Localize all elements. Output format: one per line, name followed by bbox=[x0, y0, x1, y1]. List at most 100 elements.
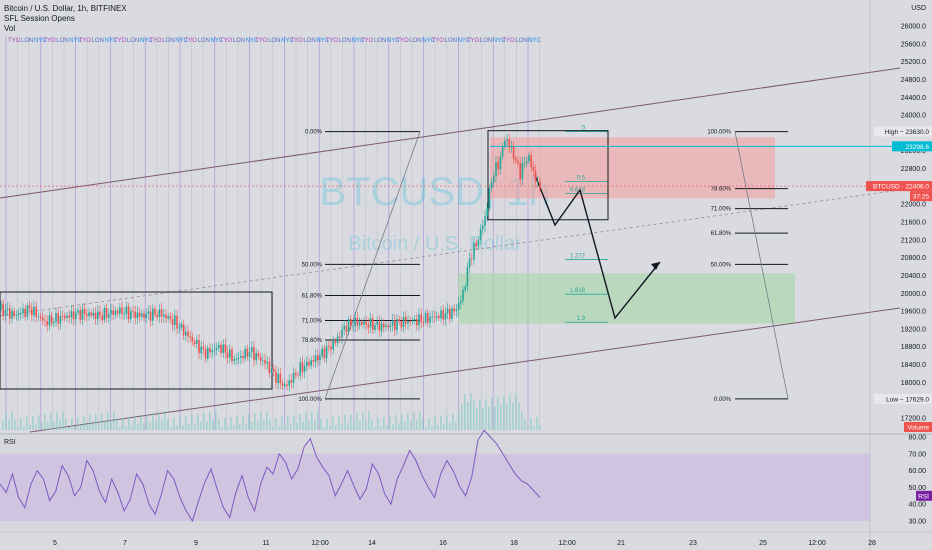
fib-ext-label: 1.618 bbox=[570, 288, 586, 294]
volume-bar bbox=[317, 411, 319, 430]
session-label: TYO bbox=[502, 38, 515, 44]
price-candle bbox=[141, 313, 143, 317]
volume-bar bbox=[44, 414, 46, 430]
price-candle bbox=[506, 139, 508, 142]
price-candle bbox=[523, 162, 526, 164]
price-candle bbox=[341, 329, 343, 338]
price-candle bbox=[92, 312, 95, 316]
volume-bar bbox=[185, 416, 187, 430]
price-candle bbox=[163, 314, 165, 317]
volume-bar bbox=[356, 413, 358, 430]
channel-upper-line[interactable] bbox=[0, 67, 901, 199]
price-candle bbox=[77, 310, 79, 313]
volume-bar bbox=[5, 412, 7, 430]
countdown-label-bg bbox=[910, 191, 932, 202]
price-candle bbox=[383, 323, 385, 328]
price-candle bbox=[268, 361, 271, 374]
price-candle bbox=[198, 339, 200, 354]
channel-mid-line[interactable] bbox=[0, 189, 901, 317]
session-label: TYO bbox=[326, 38, 339, 44]
currency-label: USD bbox=[911, 5, 926, 12]
demand-zone[interactable] bbox=[458, 273, 795, 324]
volume-bar bbox=[407, 413, 409, 430]
volume-bar bbox=[29, 425, 31, 430]
price-candle bbox=[246, 348, 249, 357]
price-axis-tick: 19600.0 bbox=[901, 309, 926, 316]
channel-lower-line[interactable] bbox=[29, 307, 901, 433]
volume-bar bbox=[482, 408, 484, 430]
low-label-bg bbox=[874, 393, 932, 404]
indicator-session-opens[interactable]: SFL Session Opens bbox=[4, 14, 75, 23]
volume-bar bbox=[392, 424, 394, 430]
volume-bar bbox=[524, 419, 526, 430]
supply-zone[interactable] bbox=[490, 137, 775, 199]
price-candle bbox=[75, 312, 77, 320]
volume-bar bbox=[35, 424, 37, 430]
indicator-volume[interactable]: Vol bbox=[4, 24, 16, 33]
price-candle bbox=[352, 325, 354, 327]
range-box[interactable] bbox=[0, 291, 273, 390]
projection-path[interactable] bbox=[534, 174, 661, 320]
volume-bar bbox=[341, 424, 343, 430]
fib-left-label: 61.80% bbox=[302, 294, 323, 300]
price-candle bbox=[416, 319, 418, 326]
top-range-box[interactable] bbox=[487, 130, 609, 221]
price-candle bbox=[288, 380, 290, 386]
volume-bar bbox=[200, 422, 202, 430]
volume-bar bbox=[2, 421, 4, 430]
session-label: NYC bbox=[352, 38, 365, 44]
high-label[interactable]: High − 23630.0 bbox=[885, 129, 930, 136]
price-candle bbox=[462, 289, 464, 301]
volume-bar bbox=[239, 424, 241, 430]
volume-bar bbox=[389, 416, 391, 430]
volume-bar bbox=[149, 422, 151, 430]
volume-bar bbox=[113, 411, 115, 430]
price-candle bbox=[308, 361, 310, 366]
volume-bar bbox=[101, 413, 103, 430]
price-axis-tick: 25200.0 bbox=[901, 59, 926, 66]
volume-bar bbox=[464, 394, 466, 430]
session-label: LON bbox=[21, 38, 33, 44]
volume-label[interactable]: Volume bbox=[907, 425, 929, 432]
price-candle bbox=[411, 320, 414, 322]
volume-bar bbox=[422, 419, 424, 430]
price-candle bbox=[259, 356, 262, 361]
session-label: TYO bbox=[255, 38, 268, 44]
last-price-label[interactable]: BTCUSD · 22406.0 bbox=[873, 184, 929, 191]
price-candle bbox=[530, 155, 532, 168]
price-candle bbox=[284, 384, 286, 386]
volume-bar bbox=[152, 413, 154, 430]
volume-bar bbox=[296, 423, 298, 430]
rsi-value-label-bg bbox=[916, 490, 932, 501]
price-candle bbox=[237, 358, 240, 359]
volume-bar bbox=[155, 421, 157, 430]
price-candle bbox=[358, 321, 361, 326]
alert-price-label[interactable]: 23298.6 bbox=[906, 144, 930, 151]
price-candle bbox=[295, 372, 297, 376]
price-candle bbox=[273, 368, 275, 372]
price-axis-tick: 21600.0 bbox=[901, 220, 926, 227]
price-candle bbox=[413, 319, 416, 321]
session-label: TYO bbox=[432, 38, 445, 44]
volume-bar bbox=[323, 427, 325, 430]
price-axis-tick: 20000.0 bbox=[901, 291, 926, 298]
price-candle bbox=[499, 156, 502, 170]
volume-bar bbox=[53, 421, 55, 430]
price-candle bbox=[171, 319, 174, 326]
rsi-value-label[interactable]: RSI bbox=[918, 493, 929, 500]
price-axis-tick: 18400.0 bbox=[901, 362, 926, 369]
price-candle bbox=[189, 336, 191, 338]
volume-bar bbox=[23, 426, 25, 430]
countdown-label[interactable]: 37:25 bbox=[913, 194, 930, 201]
low-label[interactable]: Low − 17629.0 bbox=[886, 396, 929, 403]
volume-bar bbox=[488, 407, 490, 430]
rsi-line[interactable] bbox=[0, 429, 541, 523]
price-candle bbox=[539, 181, 541, 188]
price-candle bbox=[438, 316, 440, 319]
volume-bar bbox=[476, 409, 478, 430]
symbol-title[interactable]: Bitcoin / U.S. Dollar, 1h, BITFINEX bbox=[4, 4, 127, 13]
price-candle bbox=[209, 347, 211, 353]
price-candle bbox=[204, 349, 207, 359]
price-candle bbox=[488, 188, 491, 208]
